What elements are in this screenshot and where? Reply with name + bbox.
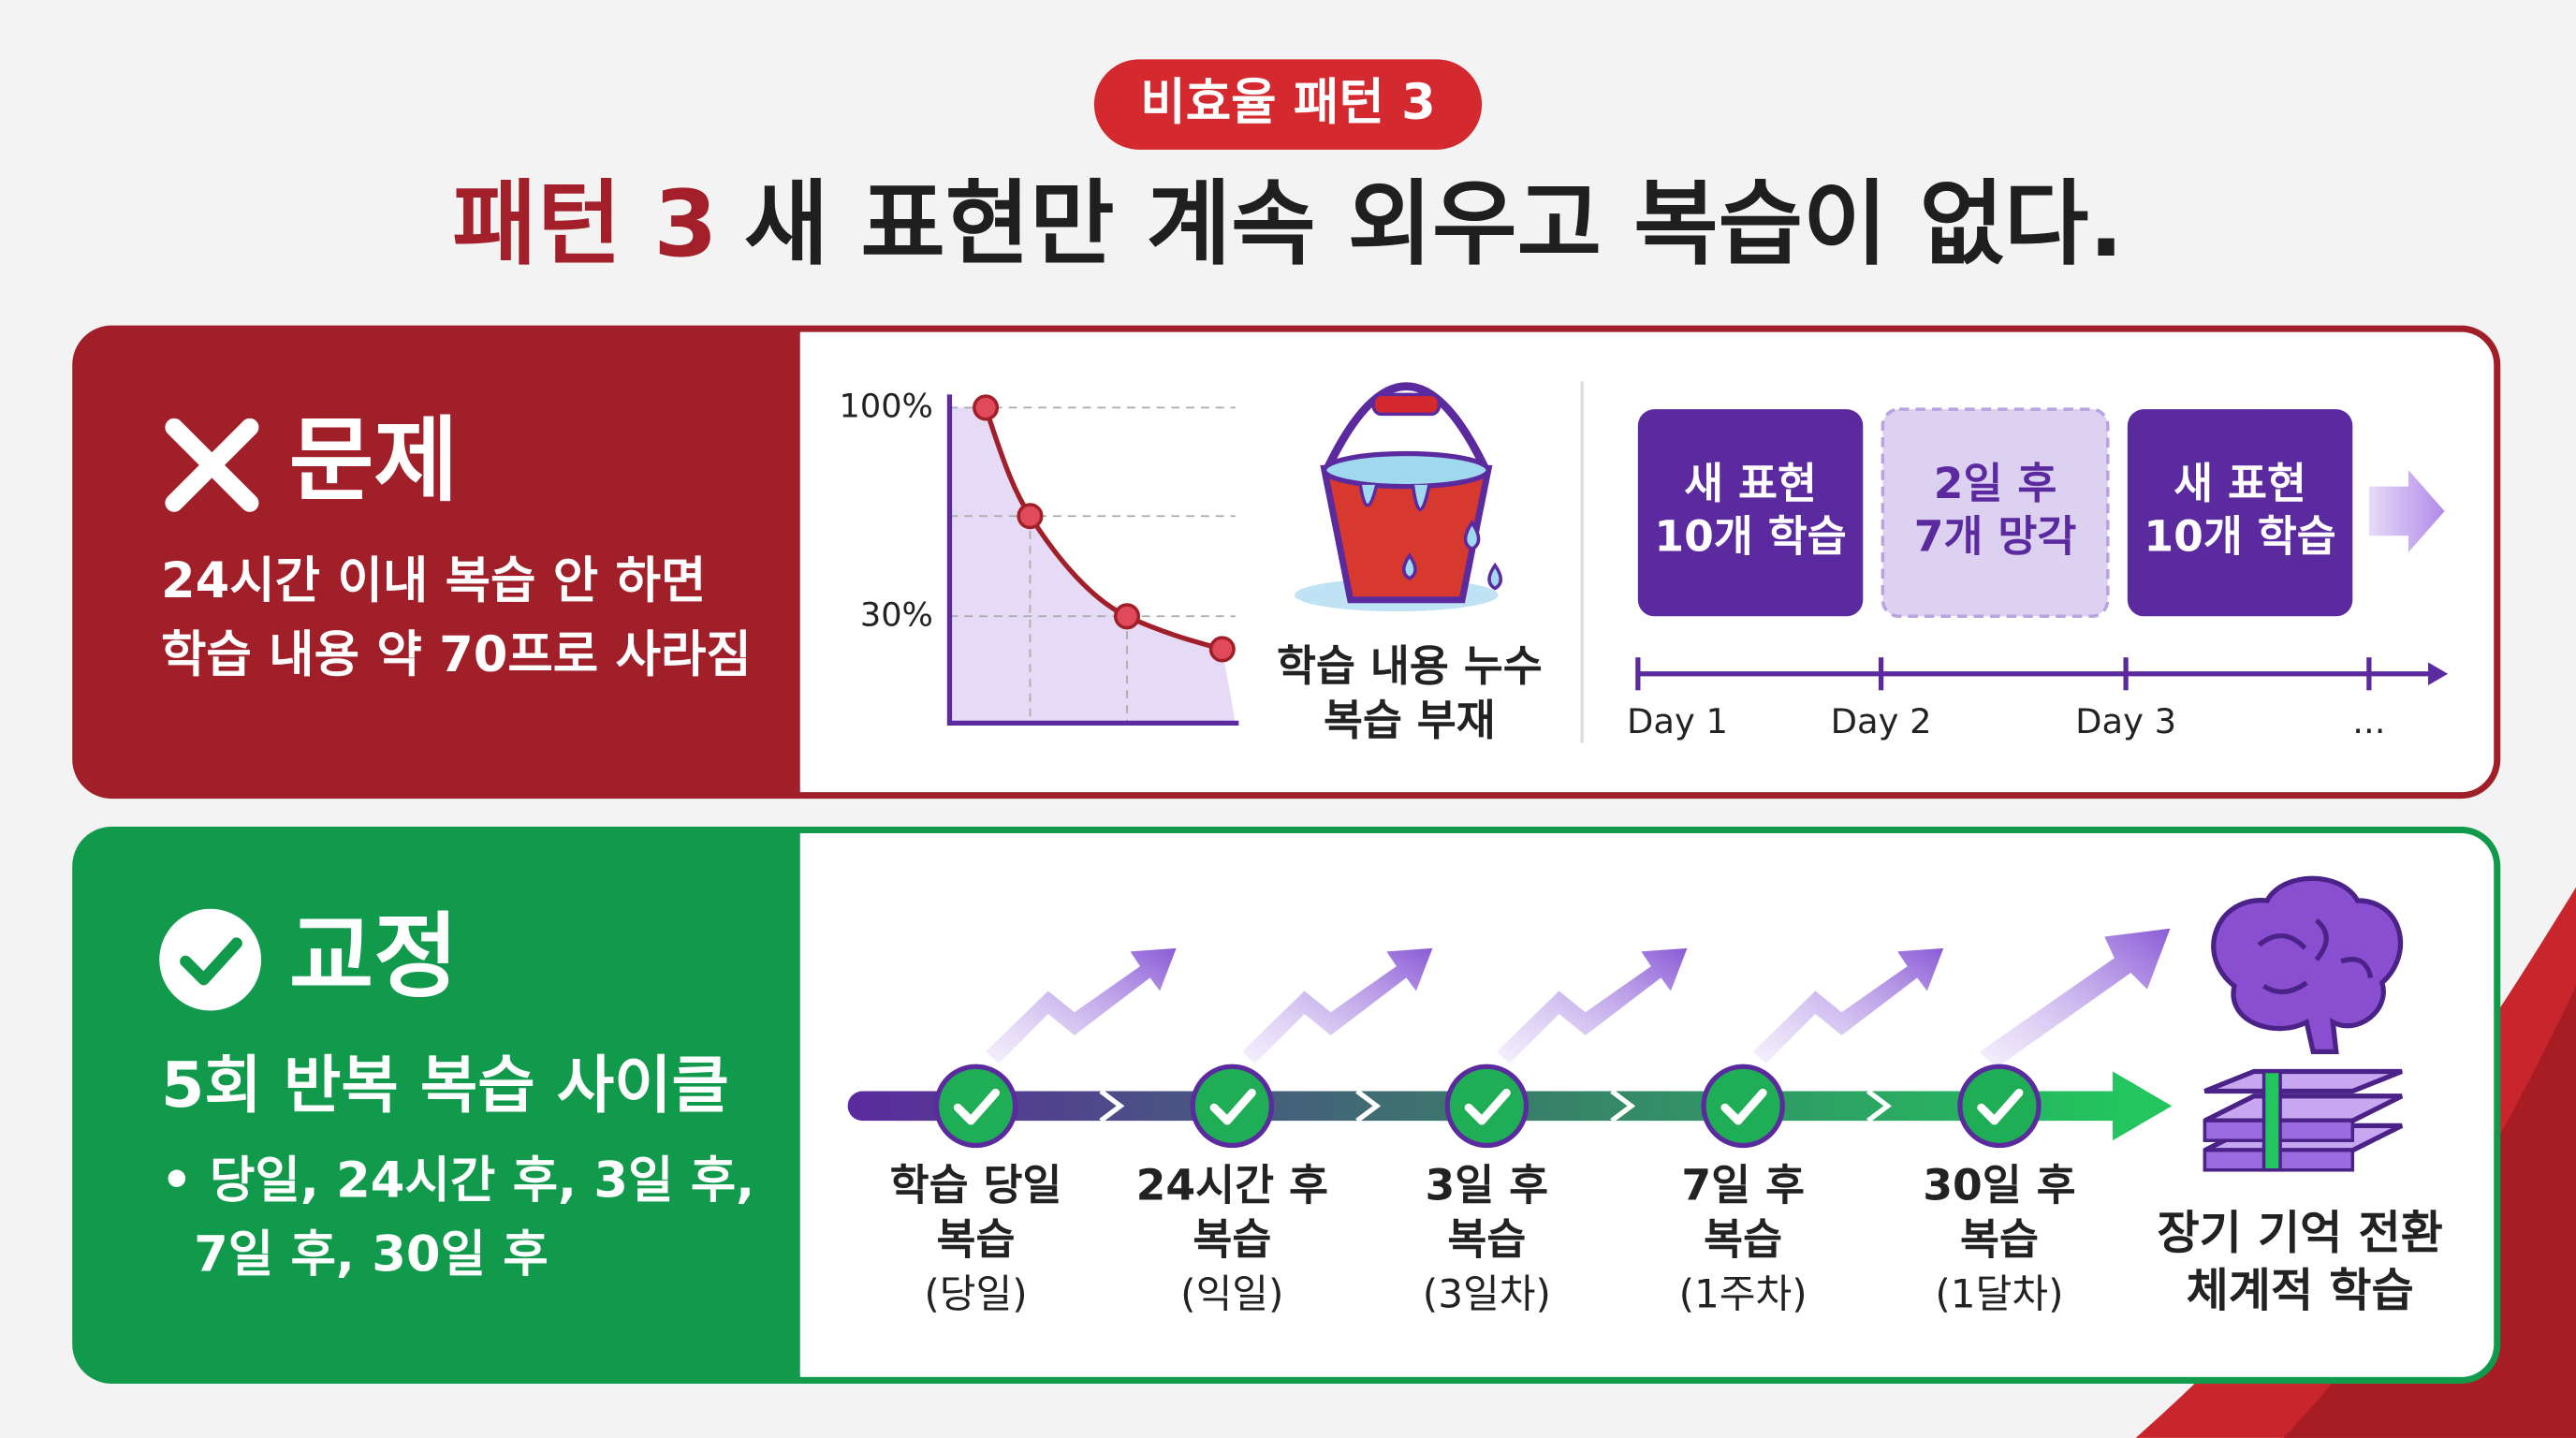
- step-check-mark: [953, 1088, 1000, 1125]
- box-text: 7개 망각: [1914, 511, 2077, 561]
- problem-line: 24시간 이내 복습 안 하면: [161, 552, 706, 609]
- problem-panel: 문제 24시간 이내 복습 안 하면 학습 내용 약 70프로 사라짐 100%…: [72, 325, 2501, 800]
- fix-heading: 교정: [289, 903, 459, 1010]
- step-label: 복습: [937, 1215, 1016, 1265]
- box-text: 10개 학습: [2144, 511, 2335, 561]
- step-check: [1190, 1064, 1275, 1149]
- bucket-caption: 학습 내용 누수: [1277, 641, 1543, 691]
- curve-points: [973, 394, 1236, 663]
- step-check-mark: [1464, 1088, 1511, 1125]
- curve: [983, 406, 1223, 652]
- badge-text: 비효율 패턴 3: [1140, 74, 1435, 131]
- step-label: (1주차): [1679, 1270, 1808, 1316]
- title-text: 새 표현만 계속 외우고 복습이 없다.: [744, 171, 2124, 278]
- step-label: 30일 후: [1923, 1161, 2075, 1211]
- growth-arrow: [1979, 928, 2171, 1068]
- curve-area: [949, 407, 1236, 724]
- step-label: 7일 후: [1681, 1161, 1805, 1211]
- learn-box: [2127, 409, 2353, 617]
- box-text: 새 표현: [1684, 459, 1817, 508]
- step-check: [933, 1064, 1018, 1149]
- curve-point: [1017, 503, 1044, 530]
- money-stack-icon: [2203, 1068, 2404, 1172]
- axis: [946, 394, 1239, 726]
- timeline-head: [2428, 662, 2449, 686]
- day-label: Day 1: [1627, 701, 1728, 741]
- box-text: 2일 후: [1934, 459, 2057, 508]
- step-label: 복습: [1960, 1215, 2039, 1265]
- step-label: 학습 당일: [890, 1161, 1062, 1211]
- badge: [1093, 59, 1483, 150]
- track-chevron: [1866, 1089, 1892, 1123]
- result-text: 체계적 학습: [2187, 1263, 2414, 1317]
- step-label: 24시간 후: [1136, 1161, 1328, 1211]
- step-check: [1444, 1064, 1530, 1149]
- problem-heading: 문제: [289, 407, 459, 514]
- problem-side: [75, 329, 800, 796]
- check-icon: [159, 908, 262, 1011]
- step-label: 3일 후: [1426, 1161, 1549, 1211]
- step-label: 복습: [1193, 1215, 1271, 1265]
- track-chevron: [1355, 1089, 1382, 1123]
- curve-label: 30%: [860, 595, 933, 634]
- day-label: Day 3: [2075, 701, 2176, 741]
- brain-icon: [2211, 875, 2404, 1055]
- growth-arrow: [1496, 947, 1688, 1064]
- step-check-mark: [1209, 1088, 1256, 1125]
- red-swoosh-dark: [2283, 986, 2576, 1438]
- check-mark: [180, 937, 242, 986]
- step-check: [1957, 1064, 2042, 1149]
- title-highlight: 패턴 3: [452, 171, 717, 278]
- day-label: ...: [2352, 701, 2385, 741]
- x-icon: [165, 418, 259, 512]
- step-check-mark: [1977, 1088, 2024, 1125]
- bucket-caption: 복습 부재: [1324, 696, 1496, 745]
- track-head: [2113, 1071, 2173, 1141]
- curve-point: [973, 394, 1000, 421]
- growth-arrow: [986, 947, 1177, 1064]
- curve-point: [1113, 603, 1141, 630]
- fix-subheading: 5회 반복 복습 사이클: [161, 1049, 729, 1122]
- growth-arrow: [1752, 947, 1944, 1064]
- step-label: (3일차): [1423, 1270, 1551, 1316]
- box-text: 새 표현: [2174, 459, 2306, 508]
- fix-bullet: 7일 후, 30일 후: [194, 1225, 549, 1283]
- learn-box: [1881, 407, 2110, 619]
- step-label: (1달차): [1935, 1270, 2063, 1316]
- step-label: 복습: [1447, 1215, 1526, 1265]
- box-text: 10개 학습: [1654, 511, 1846, 561]
- step-label: 복습: [1704, 1215, 1782, 1265]
- continue-arrow: [2368, 470, 2445, 552]
- day-label: Day 2: [1831, 701, 1932, 741]
- growth-arrow: [1241, 947, 1433, 1064]
- curve-point: [1208, 636, 1236, 663]
- fix-panel: 교정 5회 반복 복습 사이클 • 당일, 24시간 후, 3일 후, 7일 후…: [72, 826, 2501, 1384]
- fix-bullet: • 당일, 24시간 후, 3일 후,: [161, 1152, 754, 1209]
- problem-line: 학습 내용 약 70프로 사라짐: [161, 626, 752, 683]
- track-chevron: [1610, 1089, 1636, 1123]
- track-chevron: [1099, 1089, 1125, 1123]
- curve-label: 100%: [840, 387, 933, 425]
- step-label: (익일): [1180, 1270, 1283, 1316]
- bucket-icon: [1295, 382, 1503, 612]
- learn-box: [1637, 409, 1864, 617]
- step-check: [1701, 1064, 1785, 1149]
- title: 패턴 3 새 표현만 계속 외우고 복습이 없다.: [452, 171, 2124, 278]
- step-label: (당일): [924, 1270, 1027, 1316]
- step-check-mark: [1720, 1088, 1767, 1125]
- result-text: 장기 기억 전환: [2157, 1205, 2442, 1259]
